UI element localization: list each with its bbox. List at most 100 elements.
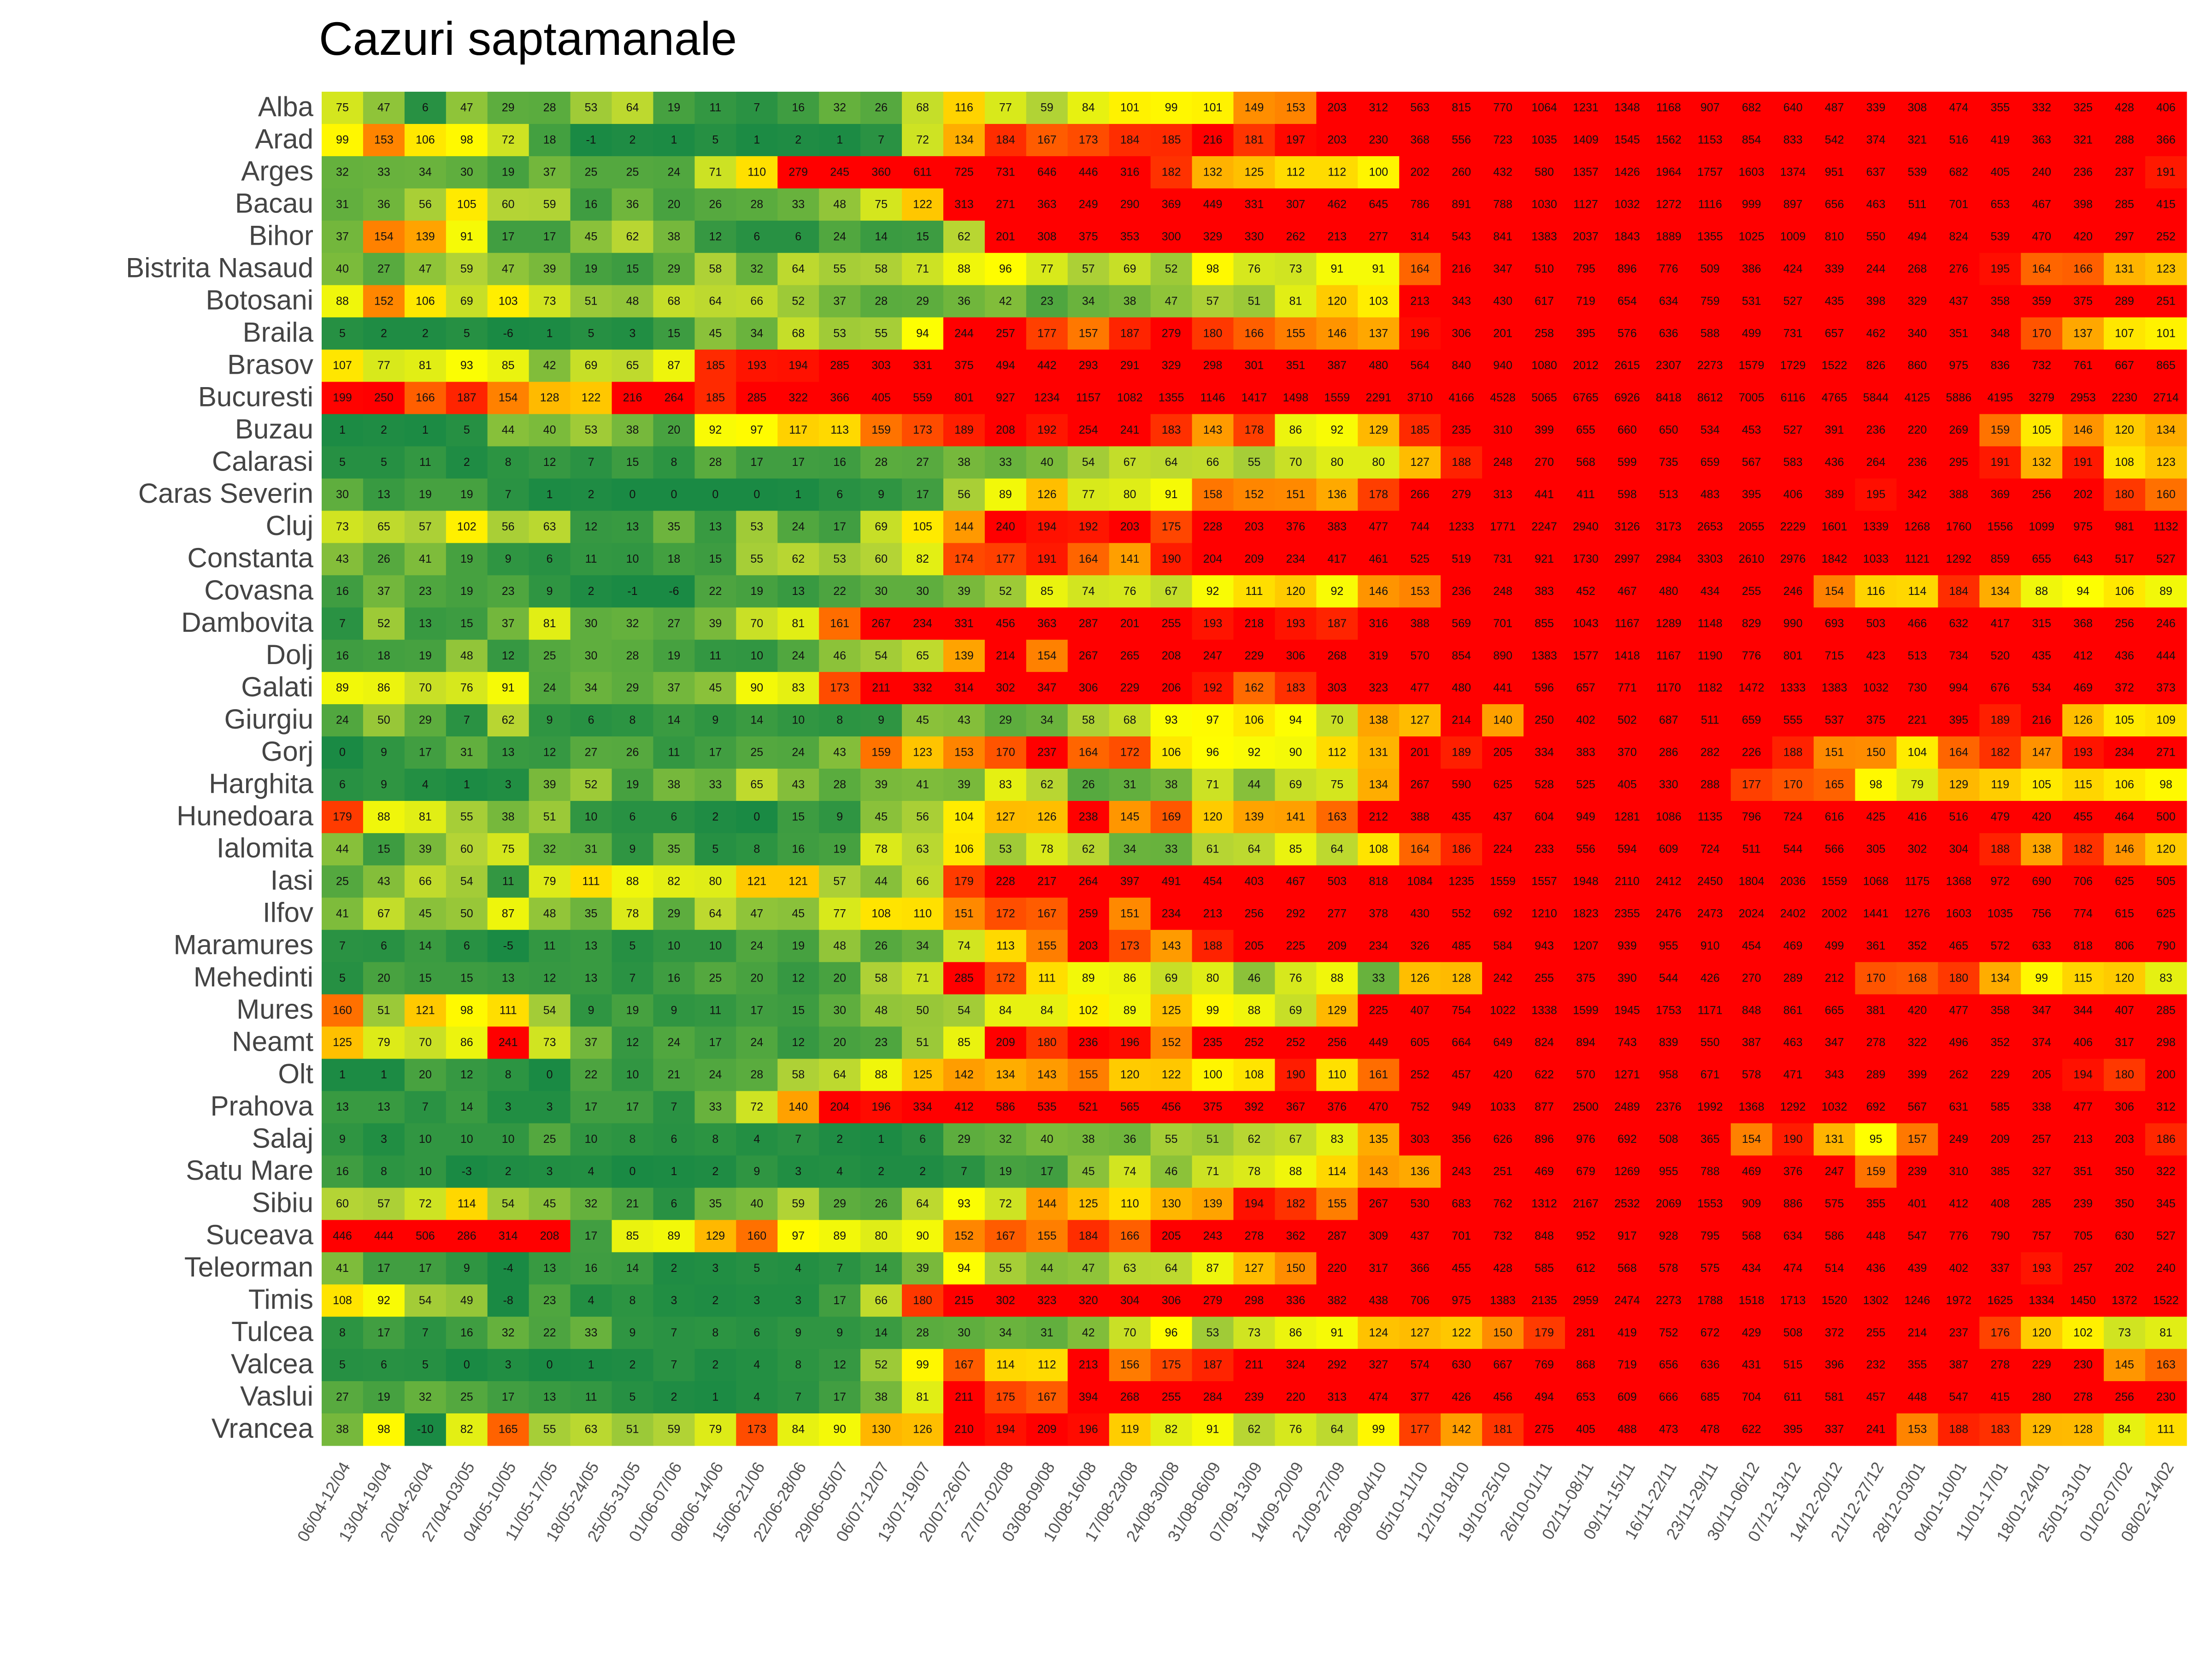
cell-value: 203 xyxy=(1328,101,1347,114)
cell-value: 20 xyxy=(750,971,763,984)
cell-value: 98 xyxy=(1206,262,1219,275)
cell-value: 111 xyxy=(2157,1423,2175,1436)
cell-value: 535 xyxy=(1037,1100,1057,1113)
cell-value: 120 xyxy=(2115,971,2134,984)
cell-value: 626 xyxy=(1493,1133,1512,1146)
cell-value: 72 xyxy=(502,134,515,147)
heat-cell xyxy=(777,188,819,221)
cell-value: 190 xyxy=(1286,1068,1306,1081)
cell-value: 237 xyxy=(2115,165,2134,178)
cell-value: 180 xyxy=(913,1294,932,1307)
cell-value: 267 xyxy=(871,617,891,630)
cell-value: 208 xyxy=(540,1230,559,1242)
cell-value: 653 xyxy=(1990,198,2010,211)
cell-value: 163 xyxy=(1328,811,1347,824)
cell-value: 2474 xyxy=(1614,1294,1640,1307)
heat-cell xyxy=(1441,188,1483,221)
cell-value: 115 xyxy=(2074,971,2092,984)
cell-value: 139 xyxy=(416,230,435,243)
cell-value: 165 xyxy=(499,1423,518,1436)
cell-value: 731 xyxy=(996,165,1015,178)
cell-value: 42 xyxy=(543,359,556,372)
cell-value: 106 xyxy=(416,134,435,147)
cell-value: 188 xyxy=(1783,746,1803,759)
heat-cell xyxy=(1358,220,1400,253)
cell-value: 182 xyxy=(1990,746,2010,759)
heat-cell xyxy=(819,124,861,157)
cell-value: 347 xyxy=(2032,1004,2051,1017)
cell-value: 146 xyxy=(1328,327,1347,340)
cell-value: 2473 xyxy=(1697,907,1723,920)
cell-value: 54 xyxy=(1082,456,1095,469)
cell-value: 43 xyxy=(336,553,349,565)
cell-value: 11 xyxy=(544,939,556,952)
cell-value: 181 xyxy=(1245,134,1264,147)
heat-cell xyxy=(1316,285,1358,318)
cell-value: 54 xyxy=(419,1294,432,1307)
cell-value: 586 xyxy=(996,1100,1015,1113)
heat-cell xyxy=(363,92,405,124)
cell-value: 193 xyxy=(2032,1262,2051,1275)
cell-value: 24 xyxy=(668,1036,681,1049)
cell-value: 52 xyxy=(792,294,805,307)
cell-value: 9 xyxy=(381,778,387,791)
cell-value: 474 xyxy=(1949,101,1969,114)
cell-value: 625 xyxy=(2115,875,2134,888)
cell-value: 134 xyxy=(2156,424,2176,436)
cell-value: 256 xyxy=(1328,1036,1347,1049)
cell-value: 164 xyxy=(1410,842,1430,855)
heat-cell xyxy=(984,253,1027,286)
cell-value: 271 xyxy=(996,198,1015,211)
heat-cell xyxy=(1233,156,1276,189)
heat-cell xyxy=(1565,220,1607,253)
cell-value: 477 xyxy=(1949,1004,1969,1017)
cell-value: 543 xyxy=(1452,230,1471,243)
cell-value: 15 xyxy=(626,456,639,469)
cell-value: 39 xyxy=(958,778,971,791)
cell-value: 402 xyxy=(1576,714,1595,727)
cell-value: 66 xyxy=(916,875,929,888)
cell-value: 102 xyxy=(2073,1326,2093,1339)
cell-value: 434 xyxy=(1742,1262,1761,1275)
cell-value: 2 xyxy=(712,1165,718,1178)
heat-cell xyxy=(1647,253,1690,286)
cell-value: 110 xyxy=(913,907,932,920)
cell-value: 268 xyxy=(1120,1391,1140,1404)
cell-value: 8 xyxy=(505,456,512,469)
cell-value: 10 xyxy=(460,1133,473,1146)
cell-value: 682 xyxy=(1742,101,1761,114)
cell-value: 11 xyxy=(709,1004,721,1017)
cell-value: 347 xyxy=(1493,262,1512,275)
cell-value: 10 xyxy=(419,1133,432,1146)
cell-value: 75 xyxy=(1330,778,1343,791)
cell-value: 188 xyxy=(1949,1423,1969,1436)
cell-value: 89 xyxy=(336,682,349,694)
cell-value: 159 xyxy=(871,424,891,436)
heat-cell xyxy=(322,188,364,221)
cell-value: 479 xyxy=(1990,811,2010,824)
heat-cell xyxy=(446,220,488,253)
cell-value: 54 xyxy=(460,875,473,888)
heat-cell xyxy=(1524,253,1565,286)
cell-value: 801 xyxy=(954,391,974,404)
cell-value: 73 xyxy=(2118,1326,2131,1339)
cell-value: 186 xyxy=(1452,842,1471,855)
cell-value: 86 xyxy=(1289,1326,1302,1339)
heat-cell xyxy=(694,253,736,286)
cell-value: 229 xyxy=(2032,1359,2051,1371)
cell-value: 567 xyxy=(1742,456,1761,469)
cell-value: 53 xyxy=(833,553,846,565)
cell-value: 1190 xyxy=(1698,649,1723,662)
heat-cell xyxy=(2104,285,2146,318)
cell-value: 68 xyxy=(792,327,805,340)
cell-value: 417 xyxy=(1328,553,1347,565)
heat-cell xyxy=(1275,253,1317,286)
cell-value: 8 xyxy=(836,714,843,727)
cell-value: 194 xyxy=(1037,520,1057,533)
cell-value: 246 xyxy=(1783,585,1803,598)
cell-value: 56 xyxy=(502,520,515,533)
cell-value: 456 xyxy=(1162,1100,1181,1113)
cell-value: 1372 xyxy=(2112,1294,2137,1307)
cell-value: 214 xyxy=(996,649,1015,662)
heat-cell xyxy=(1938,317,1980,350)
